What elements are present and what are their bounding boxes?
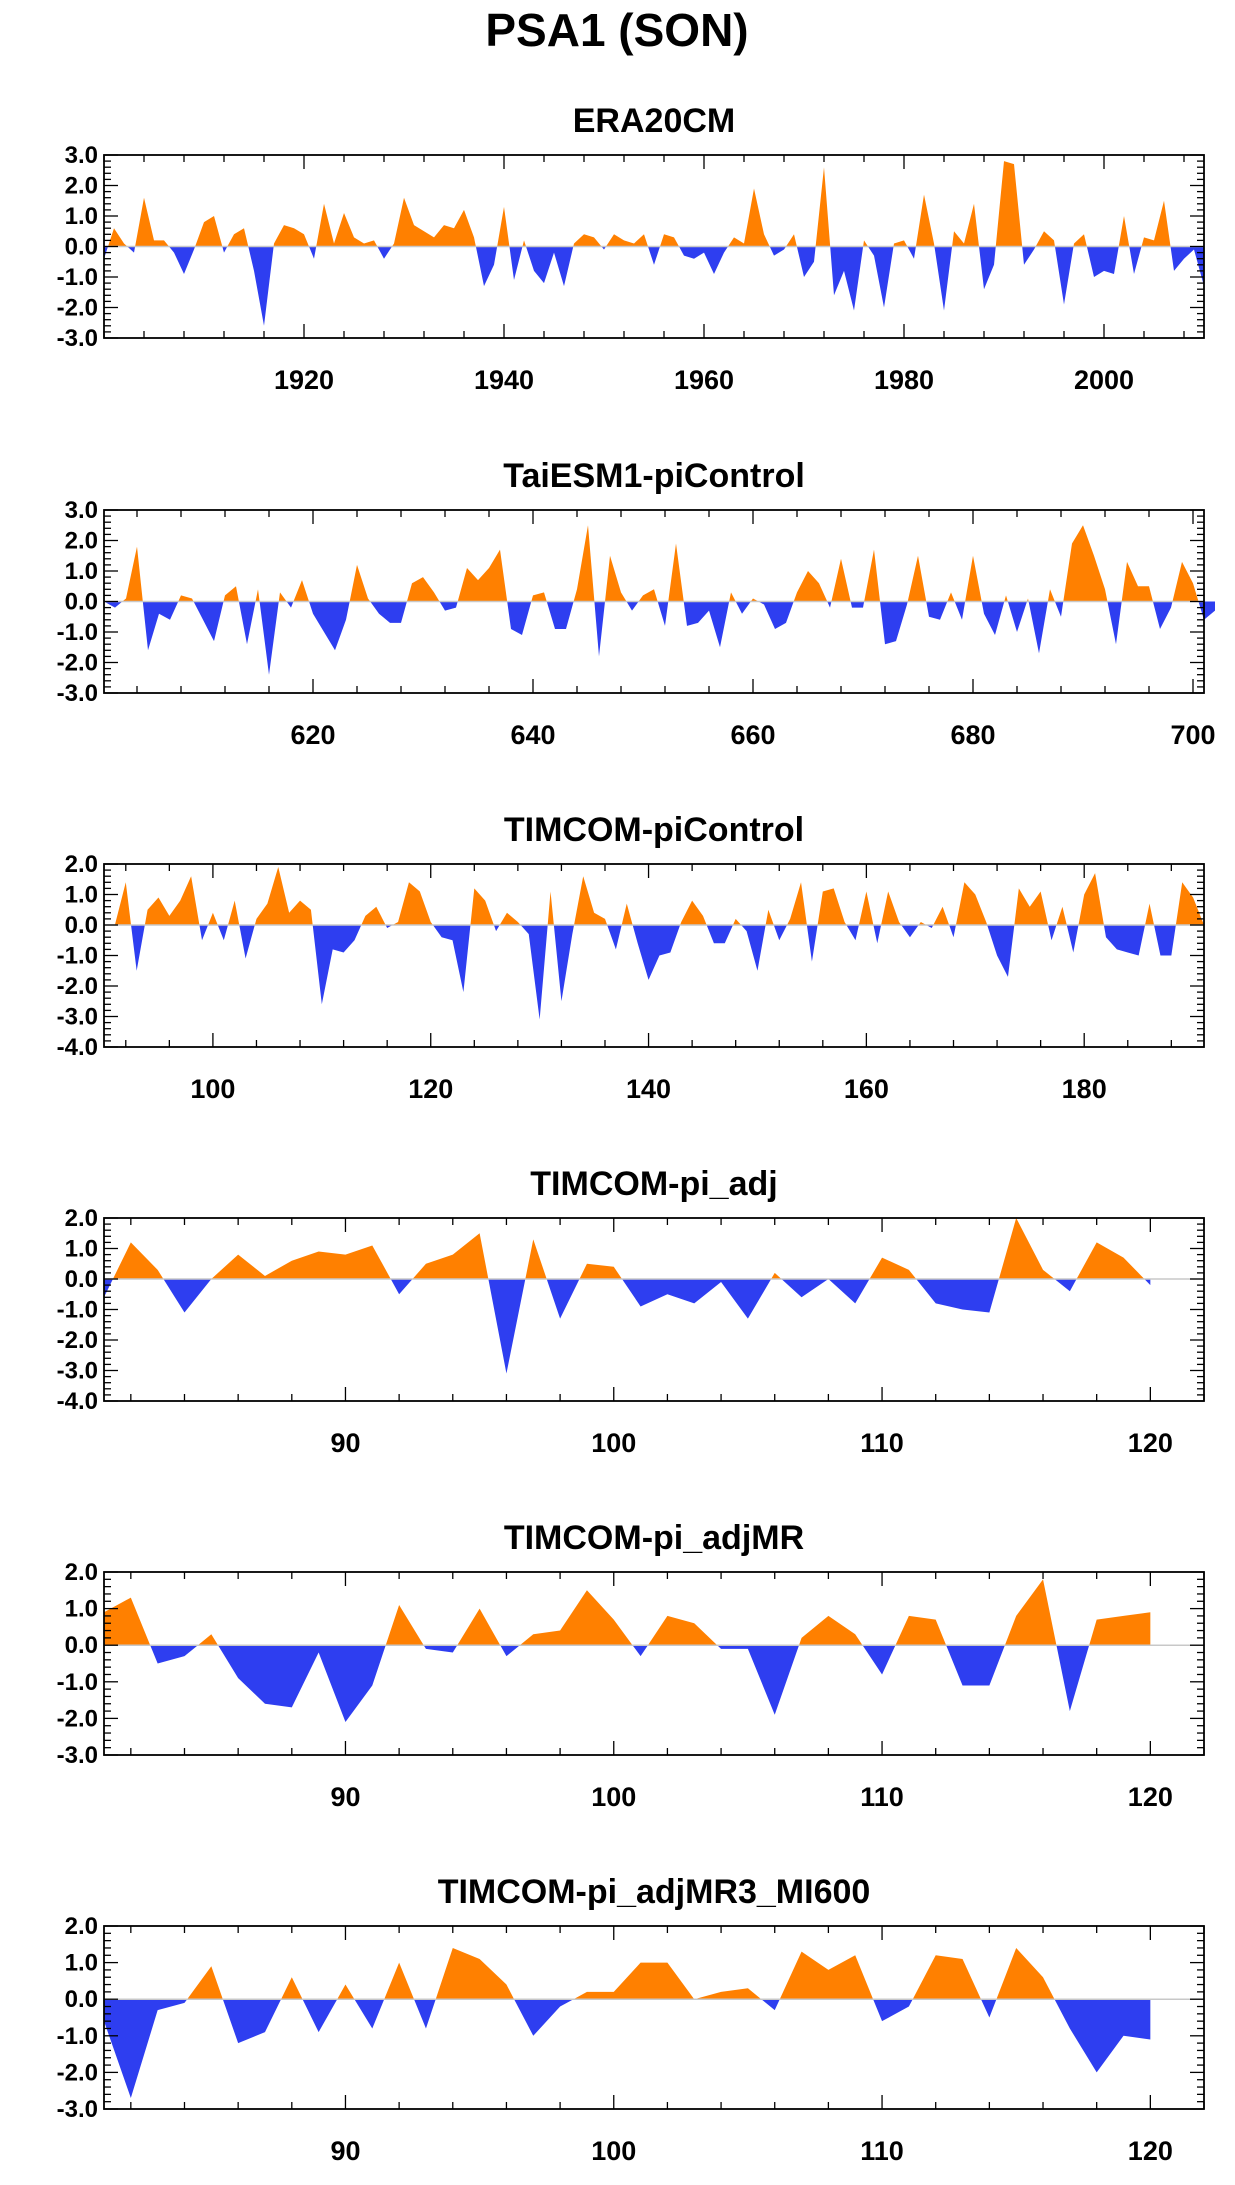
ytick-label: 1.0 xyxy=(65,1950,98,1977)
ytick-label: 0.0 xyxy=(65,912,98,939)
plot-frame xyxy=(103,1217,1205,1402)
ytick-label: -1.0 xyxy=(57,1297,98,1324)
ytick-label: 2.0 xyxy=(65,173,98,200)
ytick-label: 2.0 xyxy=(65,528,98,555)
xtick-label: 660 xyxy=(730,720,775,750)
ytick-label: 0.0 xyxy=(65,1266,98,1293)
xtick-label: 620 xyxy=(290,720,335,750)
ytick-label: -1.0 xyxy=(57,619,98,646)
negative-area xyxy=(104,601,1215,675)
xtick-label: 100 xyxy=(591,2136,636,2166)
xtick-label: 1920 xyxy=(274,365,334,395)
xtick-label: 140 xyxy=(626,1074,671,1104)
xtick-label: 640 xyxy=(510,720,555,750)
panel-1: ERA20CM -3.0 -2.0 -1.0 0.0 1.0 2.0 3.0 1920 1940 1… xyxy=(57,102,1205,395)
panel-title: ERA20CM xyxy=(573,102,735,140)
ytick-label: 1.0 xyxy=(65,203,98,230)
ytick-label: -3.0 xyxy=(57,1358,98,1385)
ytick-label: 1.0 xyxy=(65,1236,98,1263)
plot-frame xyxy=(103,1925,1205,2110)
ytick-label: -1.0 xyxy=(57,2023,98,2050)
negative-area xyxy=(104,1999,1151,2099)
ytick-label: 0.0 xyxy=(65,1986,98,2013)
ytick-label: 0.0 xyxy=(65,1632,98,1659)
ytick-label: 3.0 xyxy=(65,142,98,169)
xtick-label: 110 xyxy=(860,1782,904,1812)
panel-title: TaiESM1-piControl xyxy=(503,457,805,495)
ytick-label: 1.0 xyxy=(65,1596,98,1623)
xtick-label: 100 xyxy=(591,1428,636,1458)
ytick-label: 2.0 xyxy=(65,1205,98,1232)
figure-title: PSA1 (SON) xyxy=(485,4,748,56)
panel-title: TIMCOM-pi_adjMR xyxy=(504,1519,804,1557)
xtick-label: 680 xyxy=(950,720,995,750)
xtick-label: 700 xyxy=(1170,720,1215,750)
panel-title: TIMCOM-pi_adjMR3_MI600 xyxy=(438,1873,871,1911)
ytick-label: -3.0 xyxy=(57,680,98,707)
xtick-label: 100 xyxy=(591,1782,636,1812)
xtick-label: 1980 xyxy=(874,365,934,395)
plot-frame xyxy=(103,1571,1205,1756)
xtick-label: 180 xyxy=(1062,1074,1107,1104)
positive-area xyxy=(104,1579,1151,1646)
positive-area xyxy=(112,1218,1145,1279)
ytick-label: -4.0 xyxy=(57,1388,98,1415)
ytick-label: 2.0 xyxy=(65,851,98,878)
ytick-label: 3.0 xyxy=(65,497,98,524)
positive-area xyxy=(108,161,1171,247)
negative-area xyxy=(150,1645,1090,1723)
negative-area xyxy=(104,1279,1151,1374)
positive-area xyxy=(122,525,1199,602)
ytick-label: -3.0 xyxy=(57,2096,98,2123)
panel-title: TIMCOM-pi_adj xyxy=(530,1165,777,1203)
ytick-label: -2.0 xyxy=(57,1327,98,1354)
panels: ERA20CM -3.0 -2.0 -1.0 0.0 1.0 2.0 3.0 1920 1940 1… xyxy=(57,102,1216,2166)
ytick-label: -3.0 xyxy=(57,1004,98,1031)
xtick-label: 110 xyxy=(860,2136,904,2166)
ytick-label: -3.0 xyxy=(57,325,98,352)
ytick-label: -1.0 xyxy=(57,943,98,970)
panel-6: TIMCOM-pi_adjMR3_MI600 -3.0 -2.0 -1.0 0.0 1.0… xyxy=(57,1873,1205,2166)
xtick-label: 1960 xyxy=(674,365,734,395)
panel-2: TaiESM1-piControl -3.0 -2.0 -1.0 0.0 1.0 2.0 3.… xyxy=(57,457,1216,750)
xtick-label: 90 xyxy=(330,1428,360,1458)
ytick-label: 1.0 xyxy=(65,882,98,909)
negative-area xyxy=(104,246,1204,326)
ytick-label: 2.0 xyxy=(65,1913,98,1940)
panel-title: TIMCOM-piControl xyxy=(504,811,804,849)
ytick-label: -1.0 xyxy=(57,264,98,291)
xtick-label: 110 xyxy=(860,1428,904,1458)
ytick-label: 0.0 xyxy=(65,589,98,616)
panel-3: TIMCOM-piControl -4.0 -3.0 -2.0 -1.0 0.0 1.0 2.… xyxy=(57,811,1205,1104)
negative-area xyxy=(131,925,1176,1020)
ytick-label: 1.0 xyxy=(65,558,98,585)
xtick-label: 2000 xyxy=(1074,365,1134,395)
xtick-label: 120 xyxy=(408,1074,453,1104)
panel-5: TIMCOM-pi_adjMR -3.0 -2.0 -1.0 0.0 1.0 2.0 90 10… xyxy=(57,1519,1205,1812)
xtick-label: 1940 xyxy=(474,365,534,395)
xtick-label: 120 xyxy=(1128,2136,1173,2166)
ytick-label: -4.0 xyxy=(57,1034,98,1061)
ytick-label: -2.0 xyxy=(57,973,98,1000)
ytick-label: 2.0 xyxy=(65,1559,98,1586)
ytick-label: 0.0 xyxy=(65,234,98,261)
ytick-label: -1.0 xyxy=(57,1669,98,1696)
xtick-label: 120 xyxy=(1128,1782,1173,1812)
positive-area xyxy=(114,867,1204,925)
panel-4: TIMCOM-pi_adj -4.0 -3.0 -2.0 -1.0 0.0 1.0 2.0 90… xyxy=(57,1165,1205,1458)
positive-area xyxy=(187,1947,1055,2000)
xtick-label: 90 xyxy=(330,1782,360,1812)
ytick-label: -2.0 xyxy=(57,650,98,677)
ytick-label: -2.0 xyxy=(57,2059,98,2086)
ytick-label: -3.0 xyxy=(57,1742,98,1769)
xtick-label: 100 xyxy=(190,1074,235,1104)
ytick-label: -2.0 xyxy=(57,295,98,322)
xtick-label: 160 xyxy=(844,1074,889,1104)
xtick-label: 90 xyxy=(330,2136,360,2166)
ytick-label: -2.0 xyxy=(57,1705,98,1732)
xtick-label: 120 xyxy=(1128,1428,1173,1458)
